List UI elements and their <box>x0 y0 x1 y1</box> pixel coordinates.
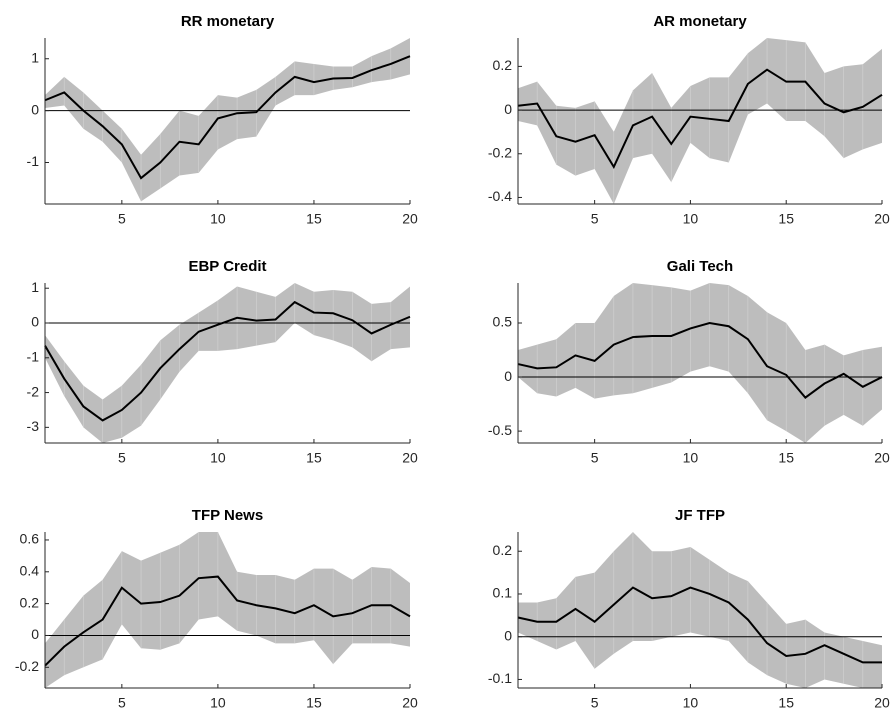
y-tick-label: -1 <box>27 348 40 364</box>
y-tick-label: 0 <box>31 314 39 330</box>
x-tick-label: 5 <box>118 695 126 711</box>
x-tick-label: 10 <box>210 695 226 711</box>
y-tick-label: -0.5 <box>488 422 512 438</box>
x-tick-label: 15 <box>778 695 794 711</box>
irf-line <box>44 575 411 667</box>
y-tick-label: 0.2 <box>493 542 513 558</box>
y-tick-label: 0 <box>504 368 512 384</box>
y-tick-label: 0.4 <box>20 562 40 578</box>
x-tick-label: 20 <box>874 695 890 711</box>
x-tick-label: 20 <box>402 211 418 227</box>
x-tick-label: 15 <box>778 211 794 227</box>
y-tick-label: -3 <box>27 418 40 434</box>
confidence-band <box>518 532 882 688</box>
x-tick-label: 10 <box>683 211 699 227</box>
x-tick-label: 10 <box>210 211 226 227</box>
chart-title: JF TFP <box>675 507 725 524</box>
chart-title: Gali Tech <box>667 258 733 275</box>
chart-title: AR monetary <box>653 13 747 30</box>
x-tick-label: 10 <box>683 450 699 466</box>
y-tick-label: 1 <box>31 49 39 65</box>
y-tick-label: 0 <box>31 101 39 117</box>
confidence-band <box>45 532 410 688</box>
irf-line <box>517 68 883 169</box>
x-tick-label: 5 <box>591 450 599 466</box>
x-tick-label: 20 <box>874 211 890 227</box>
y-tick-label: -0.2 <box>15 658 39 674</box>
irf-line <box>44 55 411 180</box>
x-tick-label: 20 <box>402 695 418 711</box>
y-tick-label: 0 <box>504 101 512 117</box>
x-tick-label: 10 <box>683 695 699 711</box>
y-tick-label: 0.5 <box>493 314 513 330</box>
y-tick-label: -0.1 <box>488 670 512 686</box>
x-tick-label: 5 <box>591 211 599 227</box>
irf-line <box>44 300 411 422</box>
y-tick-label: 0.6 <box>20 531 40 547</box>
chart-title: RR monetary <box>181 13 275 30</box>
confidence-band <box>518 283 882 443</box>
irf-line <box>517 321 883 399</box>
y-tick-label: -0.4 <box>488 188 512 204</box>
y-tick-label: 0.1 <box>493 585 513 601</box>
y-tick-label: 0.2 <box>493 57 513 73</box>
x-tick-label: 15 <box>306 450 322 466</box>
confidence-band <box>518 38 882 204</box>
x-tick-label: 20 <box>402 450 418 466</box>
y-tick-label: 1 <box>31 279 39 295</box>
x-tick-label: 15 <box>306 211 322 227</box>
x-tick-label: 15 <box>778 450 794 466</box>
x-tick-label: 15 <box>306 695 322 711</box>
y-tick-label: 0.2 <box>20 594 40 610</box>
x-tick-label: 5 <box>591 695 599 711</box>
y-tick-label: -2 <box>27 383 40 399</box>
chart-title: TFP News <box>192 507 263 524</box>
y-tick-label: 0 <box>31 626 39 642</box>
y-tick-label: -1 <box>27 153 40 169</box>
x-tick-label: 5 <box>118 450 126 466</box>
x-tick-label: 5 <box>118 211 126 227</box>
y-tick-label: 0 <box>504 627 512 643</box>
irf-line <box>517 586 882 664</box>
chart-title: EBP Credit <box>188 258 266 275</box>
confidence-band <box>45 38 410 202</box>
x-tick-label: 20 <box>874 450 890 466</box>
x-tick-label: 10 <box>210 450 226 466</box>
y-tick-label: -0.2 <box>488 144 512 160</box>
